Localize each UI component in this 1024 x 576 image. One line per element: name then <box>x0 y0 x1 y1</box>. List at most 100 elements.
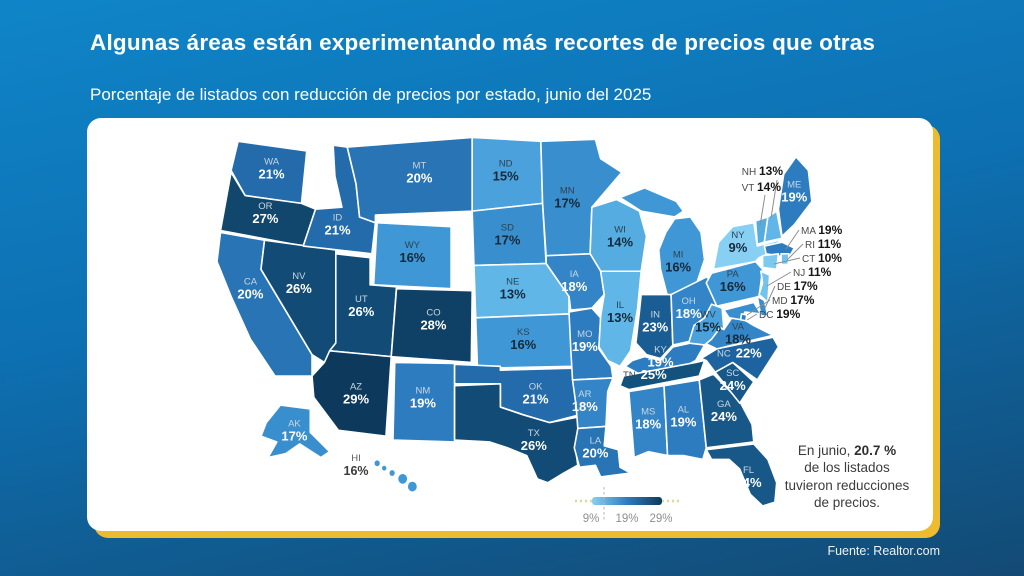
map-label: IN <box>650 310 660 321</box>
map-label: 24% <box>736 475 762 490</box>
state-dc <box>741 314 747 321</box>
state-ne <box>474 264 569 318</box>
map-label: 16% <box>344 464 369 478</box>
state-hi-island <box>374 460 380 467</box>
map-legend: 9% 19% 29% <box>575 487 679 525</box>
state-hi-island <box>398 473 408 484</box>
annotation-line-4: de precios. <box>813 495 881 511</box>
map-label: 26% <box>286 281 312 296</box>
map-label: TN <box>623 370 636 381</box>
map-label: 24% <box>711 409 737 424</box>
map-label: 16% <box>665 260 691 275</box>
callout-label-ma: MA 19% <box>801 223 843 237</box>
annotation-line-1: En junio, 20.7 % <box>797 443 897 458</box>
map-label: 27% <box>252 211 278 226</box>
map-label: IL <box>616 300 624 311</box>
legend-tick-labels: 9% 19% 29% <box>583 513 673 525</box>
map-label: 17% <box>494 232 520 247</box>
state-il <box>599 271 641 366</box>
state-mi-upper <box>620 188 683 217</box>
map-label: 16% <box>399 250 425 265</box>
map-label: 18% <box>572 399 598 414</box>
map-label: 26% <box>348 304 374 319</box>
map-label: MO <box>577 329 592 340</box>
state-ct <box>763 254 779 270</box>
map-label: ID <box>333 213 343 224</box>
map-label: NM <box>416 385 431 396</box>
map-label: 15% <box>695 320 721 335</box>
map-label: HI <box>351 453 361 464</box>
state-nj <box>759 271 770 302</box>
map-label: LA <box>590 436 602 447</box>
callout-line <box>746 313 758 321</box>
callout-line <box>770 179 778 219</box>
state-co <box>391 289 472 363</box>
map-label: 9% <box>729 240 748 255</box>
state-mo <box>569 308 613 380</box>
state-wv <box>689 304 724 345</box>
map-label: NV <box>292 271 306 282</box>
map-label: PA <box>727 269 740 280</box>
page-subtitle: Porcentaje de listados con reducción de … <box>90 85 652 104</box>
state-md <box>724 302 761 319</box>
callout-line <box>785 229 800 250</box>
map-label: 19% <box>572 339 598 354</box>
annotation-line-2: de los listados <box>804 460 890 476</box>
map-label: OR <box>258 201 272 212</box>
map-label: 19% <box>410 395 436 410</box>
us-choropleth-map: WA21%OR27%CA20%NV26%ID21%MT20%WY16%UT26%… <box>87 118 843 525</box>
state-la <box>574 426 630 476</box>
map-label: 15% <box>493 168 519 183</box>
map-label: 18% <box>635 417 661 432</box>
map-label: 19% <box>615 513 638 525</box>
map-label: FL <box>743 465 754 476</box>
map-label: KY <box>654 345 667 356</box>
map-label: 21% <box>523 391 549 406</box>
state-hi-island <box>407 481 417 492</box>
map-label: AL <box>678 405 690 416</box>
callout-label-ct: CT 10% <box>802 251 842 265</box>
map-label: MI <box>673 250 684 261</box>
map-label: 14% <box>607 234 633 249</box>
map-label: 21% <box>259 166 285 181</box>
map-label: 16% <box>510 337 536 352</box>
map-label: 18% <box>725 331 751 346</box>
callout-line <box>773 257 801 265</box>
callout-line <box>766 271 792 287</box>
northeast-callouts: NH 13% VT 14% MA 19%RI 11%CT 10%NJ 11%DE 1… <box>742 164 843 321</box>
map-label: SC <box>726 368 739 379</box>
map-label: VA <box>732 321 745 332</box>
map-label: CA <box>244 277 258 288</box>
callout-line <box>759 194 766 227</box>
source-credit: Fuente: Realtor.com <box>827 544 940 558</box>
map-label: MS <box>641 407 655 418</box>
callout-line <box>746 299 771 316</box>
annotation-highlight-value: 20.7 % <box>854 443 897 458</box>
map-label: ME <box>787 180 801 191</box>
map-label: 21% <box>325 223 351 238</box>
map-label: KS <box>517 327 530 338</box>
callout-label-nj: NJ 11% <box>793 265 832 279</box>
map-card: WA 21% OR 27% CA 20% NV 26% ID 21% MT 20% WY 16% UT 26%… <box>87 118 933 531</box>
map-label: NY <box>731 230 745 241</box>
map-label: 18% <box>676 306 702 321</box>
map-label: AK <box>288 418 301 429</box>
map-label: 25% <box>641 367 667 382</box>
map-label: MN <box>560 185 575 196</box>
callout-line <box>764 285 776 309</box>
map-label: WI <box>614 224 626 235</box>
page-title: Algunas áreas están experimentando más r… <box>90 30 876 55</box>
state-ga <box>699 374 754 448</box>
map-label: 19% <box>648 355 674 370</box>
state-tn <box>620 361 704 390</box>
state-nh <box>764 211 782 242</box>
map-label: WY <box>405 240 421 251</box>
state-nm <box>393 362 455 442</box>
map-label: UT <box>355 294 368 305</box>
callout-label-vt: VT 14% <box>742 180 782 194</box>
map-label: OK <box>529 381 543 392</box>
state-ak <box>261 405 330 457</box>
map-label: 20% <box>406 170 432 185</box>
legend-gradient-bar <box>592 497 662 505</box>
